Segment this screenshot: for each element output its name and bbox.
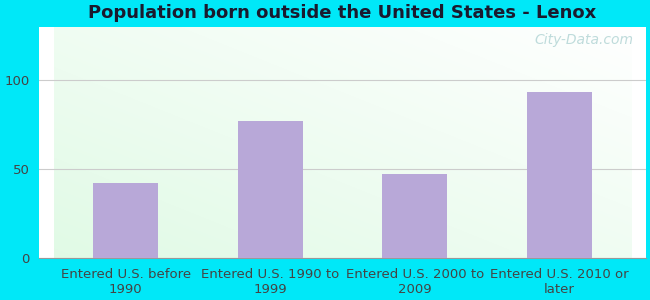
Bar [238, 121, 303, 258]
Bar [94, 183, 159, 258]
Bar [382, 174, 447, 258]
Title: Population born outside the United States - Lenox: Population born outside the United State… [88, 4, 597, 22]
Text: City-Data.com: City-Data.com [535, 33, 634, 47]
Bar [526, 92, 592, 258]
